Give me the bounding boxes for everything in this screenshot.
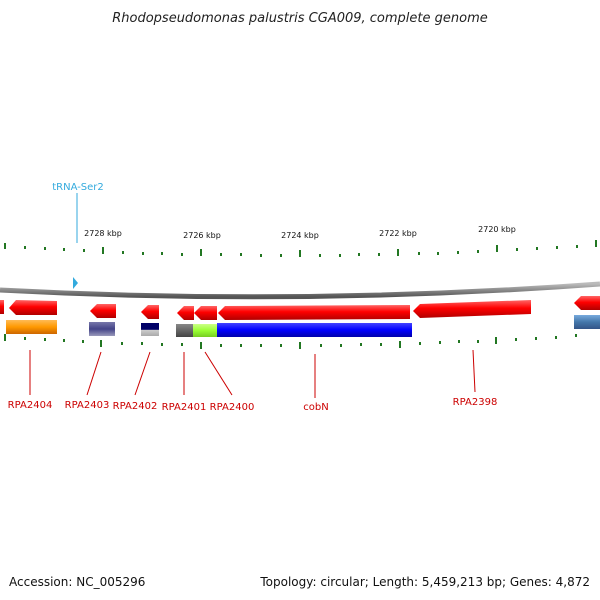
gene-arrow-rpa2403[interactable] [90, 304, 116, 318]
domain-blocks [6, 315, 600, 337]
accession-text: Accession: NC_005296 [9, 575, 145, 589]
gene-label-rpa2404[interactable]: RPA2404 [8, 400, 53, 411]
scale-label-2726: 2726 kbp [183, 231, 221, 240]
upper-scale: 2728 kbp 2726 kbp 2724 kbp 2722 kbp 2720… [4, 225, 597, 257]
scale-label-2724: 2724 kbp [281, 231, 319, 240]
scale-minor-ticks [24, 334, 577, 347]
trna-label: tRNA-Ser2 [52, 182, 104, 193]
leader-line-rpa2403 [86, 351, 102, 396]
domain-block-rpa2401[interactable] [176, 324, 194, 337]
gene-arrow-partial-left[interactable] [0, 300, 4, 314]
trna-arrow [73, 277, 78, 289]
trna-feature[interactable]: tRNA-Ser2 [52, 182, 104, 289]
domain-block-rpa2404[interactable] [6, 320, 57, 334]
scale-minor-ticks [24, 245, 578, 257]
gene-labels: RPA2404 RPA2403 RPA2402 RPA2401 RPA2400 … [8, 397, 498, 413]
gene-label-rpa2402[interactable]: RPA2402 [113, 401, 158, 412]
scale-label-2720: 2720 kbp [478, 225, 516, 234]
gene-arrow-partial-right[interactable] [574, 296, 600, 310]
gene-arrow-rpa2398[interactable] [413, 300, 531, 318]
gene-arrow-rpa2404[interactable] [9, 300, 57, 315]
gene-label-rpa2400[interactable]: RPA2400 [210, 402, 255, 413]
domain-block-rpa2400[interactable] [193, 324, 217, 337]
gene-arrows [0, 296, 600, 320]
gene-label-cobn[interactable]: cobN [303, 402, 328, 413]
domain-block-partial-right[interactable] [574, 315, 600, 329]
gene-leader-lines [29, 349, 476, 398]
lower-scale [4, 334, 577, 349]
gene-label-rpa2403[interactable]: RPA2403 [65, 400, 110, 411]
gene-arrow-rpa2401[interactable] [177, 306, 194, 320]
scale-label-2728: 2728 kbp [84, 229, 122, 238]
domain-block-cobn[interactable] [217, 323, 412, 337]
gene-label-rpa2401[interactable]: RPA2401 [162, 402, 207, 413]
map-title: Rhodopseudomonas palustris CGA009, compl… [112, 11, 488, 26]
gene-arrow-rpa2400[interactable] [194, 306, 217, 320]
genome-backbone [0, 281, 600, 300]
leader-line-rpa2402 [134, 351, 151, 396]
domain-block-rpa2403[interactable] [89, 322, 115, 336]
domain-block-rpa2402[interactable] [141, 323, 159, 336]
genome-summary-text: Topology: circular; Length: 5,459,213 bp… [259, 575, 590, 589]
gene-arrow-cobn[interactable] [218, 305, 410, 320]
gene-label-rpa2398[interactable]: RPA2398 [453, 397, 498, 408]
leader-line-rpa2398 [472, 349, 476, 393]
scale-label-2722: 2722 kbp [379, 229, 417, 238]
gene-arrow-rpa2402[interactable] [141, 305, 159, 319]
leader-line-rpa2400 [204, 351, 233, 396]
